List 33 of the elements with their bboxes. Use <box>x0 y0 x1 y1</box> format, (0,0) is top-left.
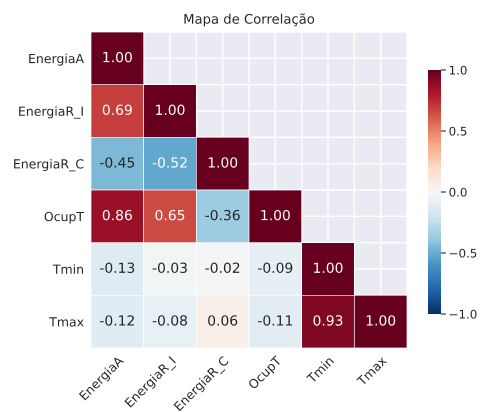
y-tick-label: EnergiaA <box>29 54 84 66</box>
y-tick-label: OcupT <box>44 212 84 224</box>
color-bar-label: 0.0 <box>449 188 467 197</box>
y-tick-label: Tmin <box>52 264 83 274</box>
color-bar-label: 0.5 <box>449 126 466 136</box>
data-label: -0.36 <box>205 210 240 220</box>
data-label: -0.03 <box>152 262 187 274</box>
data-label: -0.45 <box>100 157 134 168</box>
data-label: 1.00 <box>103 52 132 62</box>
data-label: 0.06 <box>208 315 238 326</box>
data-label: -0.09 <box>258 262 292 274</box>
data-label: -0.02 <box>205 262 240 274</box>
data-label: 0.93 <box>313 315 342 326</box>
data-label: 1.00 <box>208 157 238 168</box>
color-bar-label: 1.0 <box>450 66 467 75</box>
data-label: 1.00 <box>156 104 185 116</box>
data-label: -0.52 <box>152 157 187 168</box>
y-tick-label: EnergiaR_I <box>19 106 83 119</box>
color-bar-label: −1.0 <box>450 310 477 319</box>
data-label: -0.08 <box>152 315 188 326</box>
data-label: -0.11 <box>258 315 292 326</box>
y-tick-label: Tmax <box>49 317 84 327</box>
data-label: -0.13 <box>100 262 134 274</box>
chart-title: Mapa de Correlação <box>184 13 314 26</box>
data-label: 1.00 <box>314 262 343 274</box>
data-label: 1.00 <box>366 315 396 326</box>
data-label: 1.00 <box>261 210 290 220</box>
data-label: 0.69 <box>102 104 132 116</box>
data-label: -0.12 <box>100 315 134 326</box>
data-label: 0.65 <box>155 210 184 220</box>
y-tick-label: EnergiaR_C <box>14 158 84 172</box>
color-bar-label: −0.5 <box>450 248 476 258</box>
data-label: 0.86 <box>102 210 132 220</box>
